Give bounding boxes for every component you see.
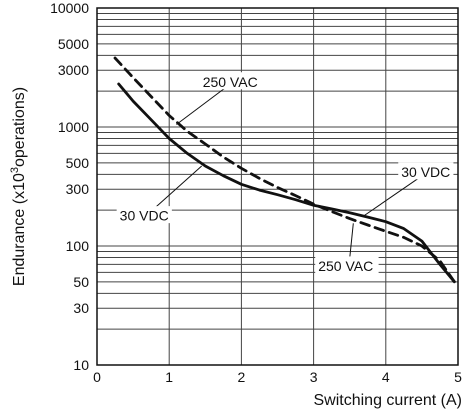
x-tick-labels: 0 1 2 3 4 5: [93, 369, 462, 385]
y-tick-label: 30: [73, 300, 89, 316]
annotation-label: 250 VAC: [203, 74, 258, 90]
x-tick-label: 3: [310, 369, 318, 385]
series-line-250-vac: [113, 56, 456, 284]
y-tick-label: 500: [66, 155, 90, 171]
x-tick-label: 2: [238, 369, 246, 385]
y-axis-label-tail: operations): [11, 87, 28, 167]
y-axis-label-superscript: 3: [9, 167, 21, 173]
y-axis-label: Endurance (x103operations): [9, 87, 28, 286]
annotation-label: 30 VDC: [401, 164, 450, 180]
x-axis-label: Switching current (A): [314, 392, 463, 409]
annotations: 250 VAC 30 VDC 30 VDC 250 VAC: [116, 72, 454, 274]
y-tick-label: 50: [73, 274, 89, 290]
series-lines: [113, 56, 456, 284]
y-tick-label: 300: [66, 181, 90, 197]
annotation-bg: [315, 256, 379, 274]
y-tick-label: 10000: [50, 0, 89, 16]
y-tick-label: 10: [73, 357, 89, 373]
annotation-bg: [199, 72, 264, 90]
plot-frame: [96, 7, 459, 366]
grid-lines: [97, 8, 458, 365]
annotation-label: 30 VDC: [120, 208, 169, 224]
y-tick-label: 1000: [58, 119, 89, 135]
series-line-30-vdc: [117, 82, 456, 284]
annotation-bg: [116, 206, 172, 224]
y-axis-label-main: Endurance (x10: [11, 173, 28, 286]
y-tick-label: 3000: [58, 62, 89, 78]
annotation-label: 250 VAC: [318, 258, 373, 274]
annotation-bg: [398, 162, 454, 180]
y-tick-labels: 10 30 50 100 300 500 1000 3000 5000 10000: [50, 0, 89, 373]
x-tick-label: 5: [454, 369, 462, 385]
x-tick-label: 4: [382, 369, 390, 385]
x-tick-label: 1: [165, 369, 173, 385]
y-tick-label: 5000: [58, 36, 89, 52]
x-tick-label: 0: [93, 369, 101, 385]
y-tick-label: 100: [66, 238, 90, 254]
